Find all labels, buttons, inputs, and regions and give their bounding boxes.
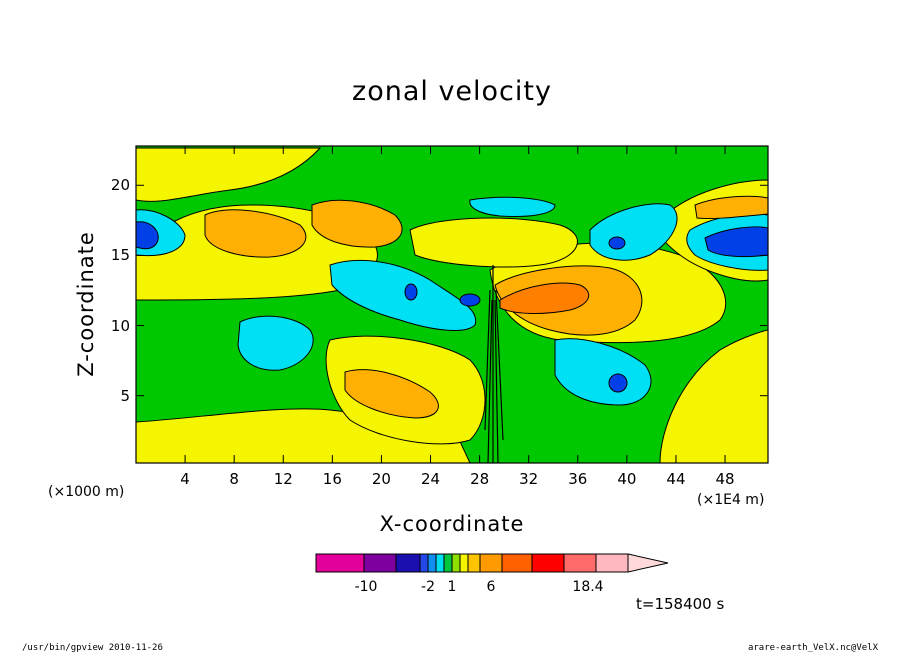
field-blue-center-core-b xyxy=(459,293,481,307)
x-tick-label: 28 xyxy=(470,470,490,488)
field-cyan-top xyxy=(469,196,556,217)
colorbar-extension-triangle xyxy=(627,553,669,573)
footer-program: /usr/bin/gpview 2010-11-26 xyxy=(22,643,163,653)
colorbar-segment xyxy=(427,553,437,573)
field-blue-center-core-a xyxy=(404,283,418,301)
y-tick-label: 15 xyxy=(110,246,130,265)
field-orange-lowleft xyxy=(344,369,439,419)
plot-frame xyxy=(135,145,769,464)
colorbar-segment xyxy=(459,553,469,573)
x-tick-label: 48 xyxy=(715,470,735,488)
colorbar-segment xyxy=(451,553,461,573)
footer-source: arare-earth_VelX.nc@VelX xyxy=(747,643,878,653)
colorbar-segment xyxy=(315,553,365,573)
colorbar-segment xyxy=(443,553,453,573)
field-cyan-left xyxy=(237,315,314,371)
colorbar xyxy=(315,553,669,573)
x-tick-label: 4 xyxy=(180,470,190,488)
x-axis-label: X-coordinate xyxy=(379,512,525,536)
field-orange-left xyxy=(204,209,307,258)
field-blue-right-core xyxy=(608,373,628,393)
colorbar-segment xyxy=(531,553,565,573)
colorbar-label: -10 xyxy=(354,579,378,595)
field-yellow-lowright xyxy=(659,329,768,463)
field-cyan-right xyxy=(554,338,652,406)
colorbar-segment xyxy=(479,553,503,573)
velocity-field xyxy=(136,146,768,463)
y-tick-label: 10 xyxy=(110,316,130,335)
colorbar-segment xyxy=(419,553,429,573)
field-disturbance-column xyxy=(484,265,504,463)
x-tick-label: 20 xyxy=(371,470,391,488)
colorbar-label: 1 xyxy=(447,579,457,595)
field-yellow-center xyxy=(409,217,578,268)
colorbar-label: 6 xyxy=(486,579,496,595)
x-tick-label: 44 xyxy=(666,470,686,488)
y-axis-label: Z-coordinate xyxy=(74,231,98,377)
colorbar-segment xyxy=(363,553,397,573)
colorbar-segment xyxy=(501,553,533,573)
colorbar-segment xyxy=(467,553,481,573)
field-blue-upper-right-core xyxy=(608,236,626,250)
field-orange-center-left xyxy=(311,199,403,248)
x-tick-label: 8 xyxy=(229,470,239,488)
x-unit-right: (×1E4 m) xyxy=(697,492,765,508)
x-tick-label: 36 xyxy=(568,470,588,488)
y-tick-label: 20 xyxy=(110,176,130,195)
chart-title: zonal velocity xyxy=(352,76,552,107)
colorbar-label: -2 xyxy=(421,579,435,595)
time-label: t=158400 s xyxy=(636,595,725,613)
colorbar-segment xyxy=(395,553,421,573)
colorbar-segment xyxy=(435,553,445,573)
x-unit-left: (×1000 m) xyxy=(48,484,125,500)
field-blue-far-left xyxy=(136,221,159,250)
y-tick-label: 5 xyxy=(120,386,130,405)
axis-ticks xyxy=(136,146,768,463)
x-tick-label: 32 xyxy=(519,470,539,488)
x-tick-label: 12 xyxy=(273,470,293,488)
x-tick-label: 40 xyxy=(617,470,637,488)
field-blue-far-right xyxy=(704,226,768,258)
colorbar-label: 18.4 xyxy=(572,579,604,595)
field-orange-far-right xyxy=(694,195,768,220)
field-cyan-center xyxy=(329,259,477,331)
field-dark-orange-right xyxy=(499,282,590,315)
colorbar-segment xyxy=(595,553,629,573)
x-tick-label: 16 xyxy=(322,470,342,488)
x-tick-label: 24 xyxy=(420,470,441,488)
field-yellow-upper-left xyxy=(136,147,322,202)
colorbar-segment xyxy=(563,553,597,573)
